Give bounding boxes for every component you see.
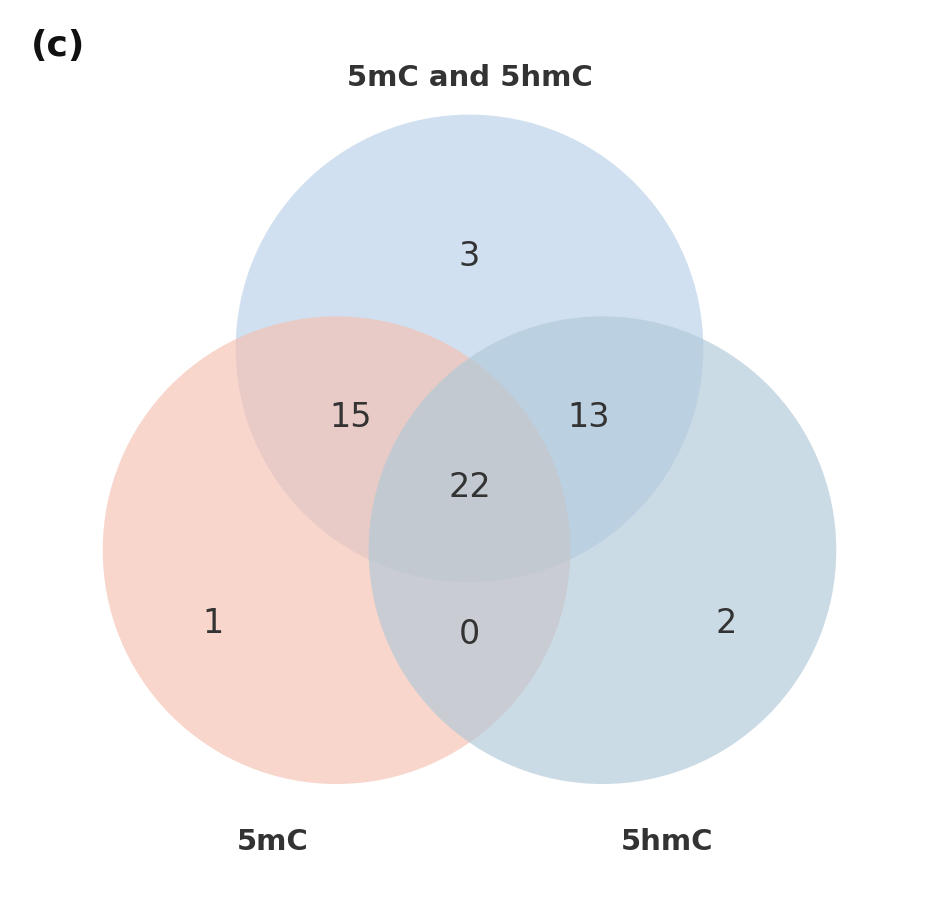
Circle shape — [369, 316, 837, 784]
Text: 22: 22 — [448, 471, 491, 504]
Text: 0: 0 — [459, 618, 480, 651]
Text: 3: 3 — [459, 240, 480, 273]
Circle shape — [236, 115, 703, 582]
Text: 5mC and 5hmC: 5mC and 5hmC — [346, 64, 593, 92]
Text: 15: 15 — [329, 401, 372, 434]
Circle shape — [102, 316, 570, 784]
Text: 2: 2 — [716, 607, 737, 640]
Text: 5hmC: 5hmC — [621, 828, 713, 856]
Text: 5mC: 5mC — [237, 828, 308, 856]
Text: 1: 1 — [202, 607, 223, 640]
Text: (c): (c) — [31, 29, 85, 63]
Text: 13: 13 — [567, 401, 610, 434]
